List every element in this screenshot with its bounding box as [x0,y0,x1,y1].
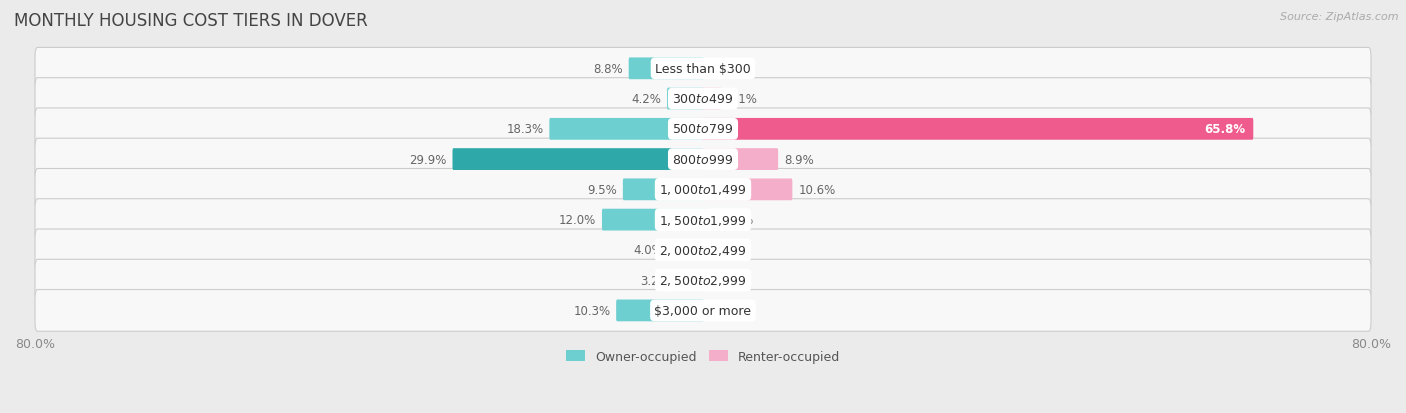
Legend: Owner-occupied, Renter-occupied: Owner-occupied, Renter-occupied [561,345,845,368]
Text: $2,000 to $2,499: $2,000 to $2,499 [659,243,747,257]
Text: $300 to $499: $300 to $499 [672,93,734,106]
FancyBboxPatch shape [702,149,778,171]
FancyBboxPatch shape [453,149,704,171]
Text: 4.0%: 4.0% [633,244,662,257]
FancyBboxPatch shape [35,109,1371,150]
Text: 0.0%: 0.0% [710,304,740,317]
FancyBboxPatch shape [35,48,1371,90]
FancyBboxPatch shape [702,209,710,231]
Text: 10.3%: 10.3% [574,304,610,317]
Text: Source: ZipAtlas.com: Source: ZipAtlas.com [1281,12,1399,22]
FancyBboxPatch shape [35,169,1371,211]
FancyBboxPatch shape [550,119,704,140]
Text: $1,500 to $1,999: $1,500 to $1,999 [659,213,747,227]
Text: 0.0%: 0.0% [710,274,740,287]
Text: $500 to $799: $500 to $799 [672,123,734,136]
Text: 0.0%: 0.0% [710,63,740,76]
Text: 12.0%: 12.0% [558,214,596,227]
Text: 8.8%: 8.8% [593,63,623,76]
Text: 10.6%: 10.6% [799,183,835,196]
FancyBboxPatch shape [616,300,704,322]
FancyBboxPatch shape [702,88,721,110]
Text: $800 to $999: $800 to $999 [672,153,734,166]
Text: $1,000 to $1,499: $1,000 to $1,499 [659,183,747,197]
FancyBboxPatch shape [628,58,704,80]
FancyBboxPatch shape [35,290,1371,332]
Text: $3,000 or more: $3,000 or more [655,304,751,317]
Text: 18.3%: 18.3% [506,123,544,136]
FancyBboxPatch shape [35,199,1371,241]
FancyBboxPatch shape [623,179,704,201]
FancyBboxPatch shape [35,260,1371,301]
Text: $2,500 to $2,999: $2,500 to $2,999 [659,273,747,287]
FancyBboxPatch shape [35,139,1371,180]
Text: 0.0%: 0.0% [710,244,740,257]
FancyBboxPatch shape [702,119,1253,140]
FancyBboxPatch shape [35,78,1371,120]
FancyBboxPatch shape [666,88,704,110]
FancyBboxPatch shape [602,209,704,231]
Text: 9.5%: 9.5% [588,183,617,196]
Text: 4.2%: 4.2% [631,93,661,106]
Text: 2.1%: 2.1% [727,93,756,106]
Text: MONTHLY HOUSING COST TIERS IN DOVER: MONTHLY HOUSING COST TIERS IN DOVER [14,12,368,30]
FancyBboxPatch shape [669,240,704,261]
Text: 0.76%: 0.76% [716,214,754,227]
Text: 3.2%: 3.2% [640,274,669,287]
FancyBboxPatch shape [35,230,1371,271]
Text: 65.8%: 65.8% [1205,123,1246,136]
Text: 8.9%: 8.9% [785,153,814,166]
FancyBboxPatch shape [675,270,704,291]
Text: 29.9%: 29.9% [409,153,447,166]
FancyBboxPatch shape [702,179,793,201]
Text: Less than $300: Less than $300 [655,63,751,76]
